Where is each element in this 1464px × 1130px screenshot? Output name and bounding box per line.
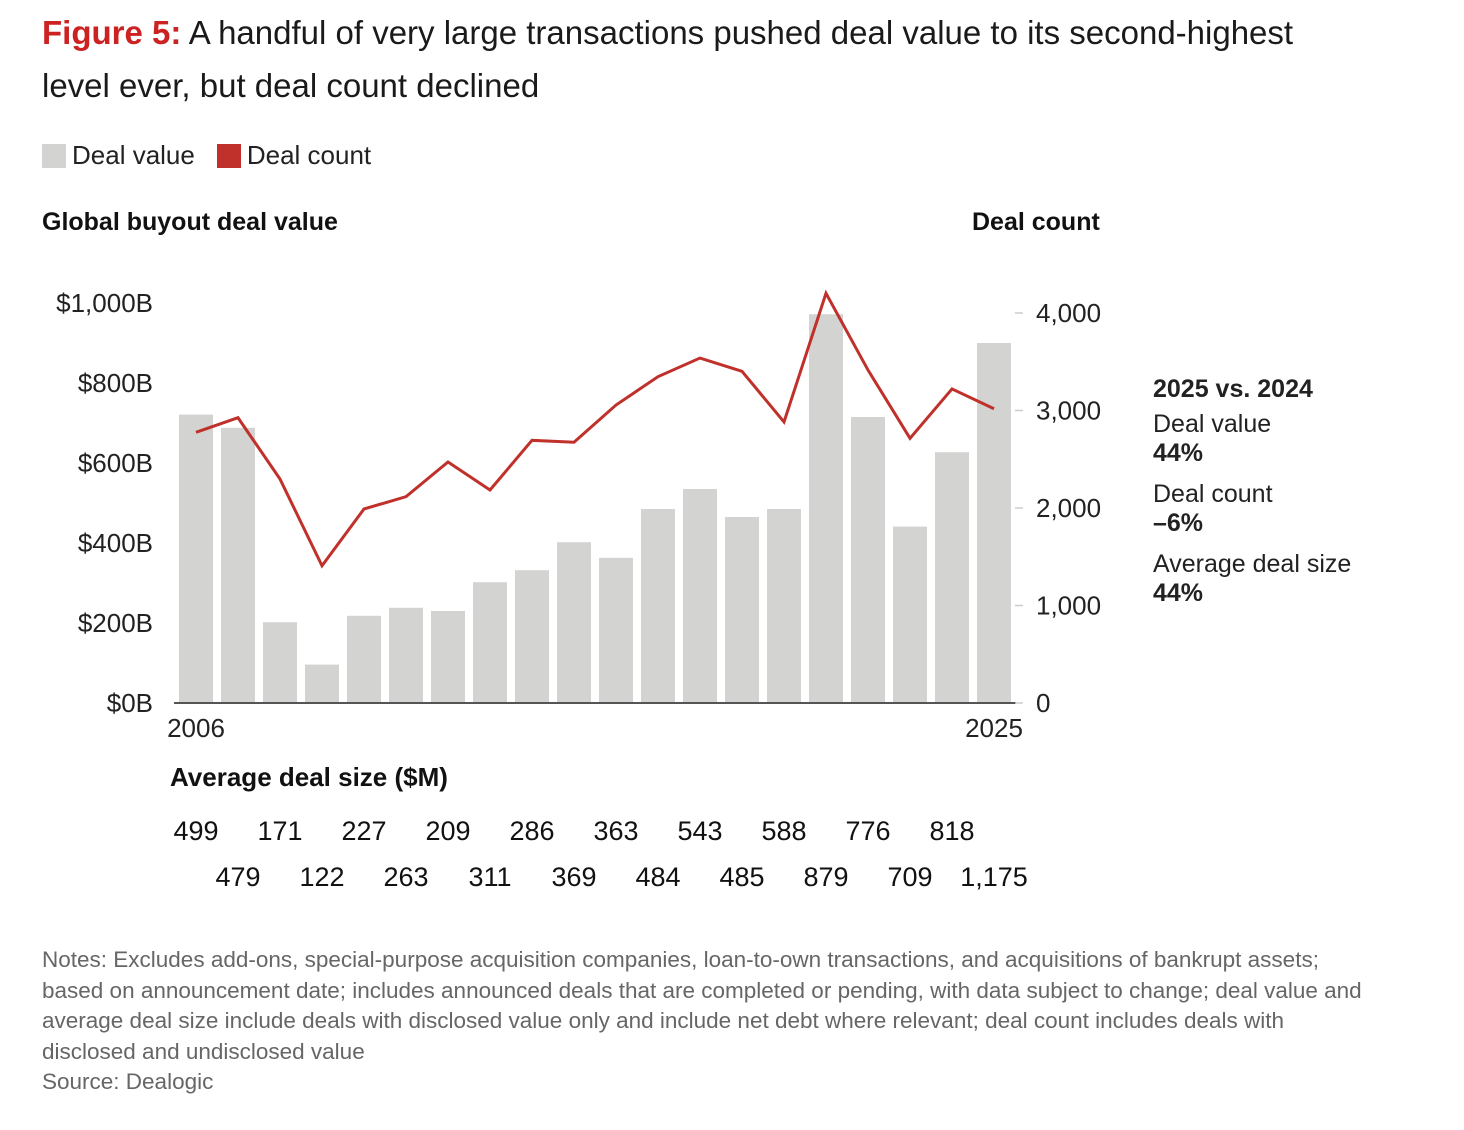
callout-value-avg-deal-size: 44% (1153, 579, 1204, 607)
legend: Deal value Deal count (42, 140, 393, 171)
right-axis-title: Deal count (972, 208, 1100, 236)
legend-label: Deal value (72, 140, 195, 170)
callout-value-deal-count: –6% (1153, 509, 1204, 537)
right-axis-tick-label: 3,000 (1036, 396, 1101, 426)
bar-2009 (305, 664, 339, 703)
avg-deal-size-2021: 879 (803, 862, 849, 892)
bar-2017 (641, 509, 675, 703)
bar-2021 (809, 314, 843, 703)
bar-2022 (851, 417, 885, 703)
avg-deal-size-2011: 263 (383, 862, 429, 892)
callout-label-avg-deal-size: Average deal size (1153, 550, 1352, 578)
bar-2012 (431, 611, 465, 703)
avg-deal-size-2009: 122 (299, 862, 345, 892)
bar-2014 (515, 570, 549, 703)
bar-2016 (599, 557, 633, 703)
avg-deal-size-2023: 709 (887, 862, 933, 892)
bar-2013 (473, 582, 507, 703)
right-axis-tick-label: 2,000 (1036, 493, 1101, 523)
notes: Notes: Excludes add-ons, special-purpose… (42, 945, 1382, 1098)
avg-deal-size-2022: 776 (845, 816, 891, 846)
callout-label-deal-value: Deal value (1153, 410, 1272, 438)
x-axis-tick-label: 2006 (167, 713, 225, 743)
left-axis-tick-label: $1,000B (56, 288, 153, 318)
avg-deal-size-2012: 209 (425, 816, 471, 846)
avg-deal-size-2014: 286 (509, 816, 555, 846)
legend-label: Deal count (246, 140, 372, 170)
right-axis-tick-label: 0 (1036, 688, 1050, 718)
bar-2019 (725, 517, 759, 703)
avg-deal-size-2016: 363 (593, 816, 639, 846)
avg-deal-size-2018: 543 (677, 816, 723, 846)
chart-title: Figure 5: A handful of very large transa… (42, 6, 1342, 112)
left-axis-tick-label: $800B (78, 368, 153, 398)
legend-item-deal-count: Deal count (216, 140, 372, 171)
deal-count-line (195, 289, 995, 569)
avg-deal-size-2008: 171 (257, 816, 303, 846)
callout-value-deal-value: 44% (1153, 439, 1204, 467)
right-axis-tick-label: 1,000 (1036, 591, 1101, 621)
figure-label: Figure 5: (42, 14, 182, 51)
avg-deal-size-2015: 369 (551, 862, 597, 892)
bar-2010 (347, 615, 381, 703)
title-text: A handful of very large transactions pus… (42, 14, 1294, 104)
avg-deal-size-title: Average deal size ($M) (170, 762, 448, 792)
avg-deal-size-2017: 484 (635, 862, 681, 892)
avg-deal-size-2010: 227 (341, 816, 387, 846)
avg-deal-size-2020: 588 (761, 816, 807, 846)
bar-2020 (767, 509, 801, 703)
chart-plot: $0B $200B $400B $600B $800B $1,000B 0 1,000 2,00… (56, 288, 1101, 743)
bar-2007 (221, 427, 255, 703)
avg-deal-size-2025: 1,175 (960, 862, 1028, 892)
bar-2023 (893, 526, 927, 703)
callout-label-deal-count: Deal count (1153, 480, 1273, 508)
bar-2011 (389, 607, 423, 703)
left-axis-tick-label: $400B (78, 528, 153, 558)
right-axis-tick-label: 4,000 (1036, 298, 1101, 328)
comparison-callout: 2025 vs. 2024 Deal value 44% Deal count … (1153, 375, 1351, 620)
source-text: Source: Dealogic (42, 1069, 214, 1094)
legend-item-deal-value: Deal value (42, 140, 195, 171)
legend-swatch-deal-count (216, 143, 241, 168)
bar-2018 (683, 489, 717, 703)
left-axis-tick-label: $0B (107, 688, 153, 718)
bar-2015 (557, 542, 591, 703)
legend-swatch-deal-value (42, 143, 66, 168)
left-axis-tick-label: $200B (78, 608, 153, 638)
avg-deal-size-2019: 485 (719, 862, 765, 892)
left-axis-title: Global buyout deal value (42, 208, 338, 236)
avg-deal-size-2007: 479 (215, 862, 261, 892)
avg-deal-size-2013: 311 (468, 862, 512, 892)
avg-deal-size-2006: 499 (173, 816, 219, 846)
bar-2024 (935, 452, 969, 703)
bar-2008 (263, 622, 297, 703)
x-axis-tick-label: 2025 (965, 713, 1023, 743)
bar-2025 (977, 343, 1011, 703)
notes-text: Notes: Excludes add-ons, special-purpose… (42, 947, 1362, 1064)
bar-2006 (179, 414, 213, 703)
callout-heading: 2025 vs. 2024 (1153, 375, 1313, 403)
avg-deal-size-2024: 818 (929, 816, 975, 846)
left-axis-tick-label: $600B (78, 448, 153, 478)
